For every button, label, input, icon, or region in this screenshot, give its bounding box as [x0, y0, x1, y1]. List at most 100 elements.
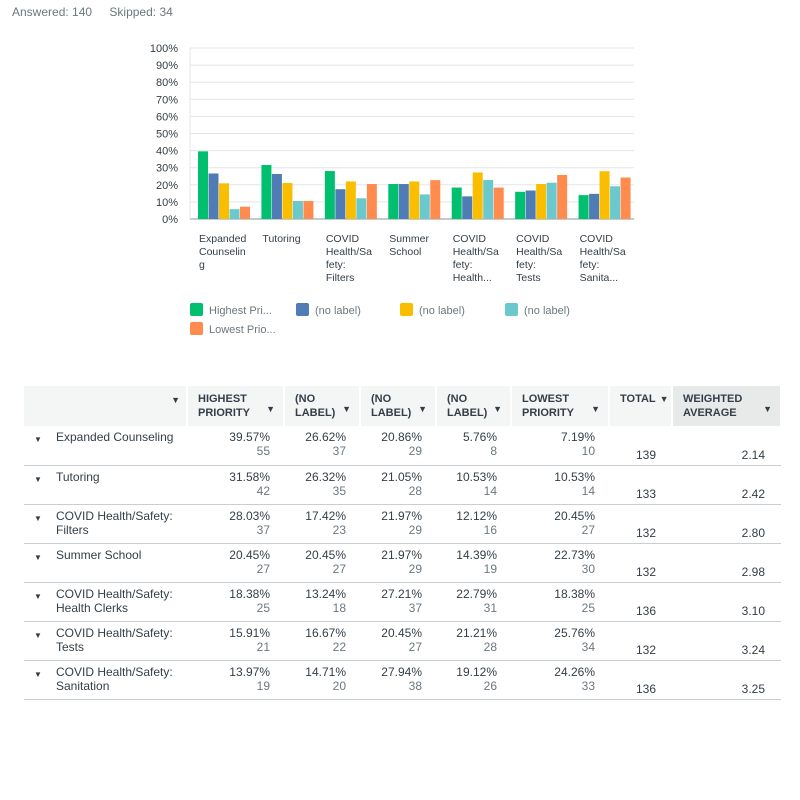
bar	[589, 193, 600, 219]
cell-count: 25	[256, 600, 270, 615]
bar	[419, 194, 430, 219]
cell-percent: 22.73%	[554, 547, 595, 562]
bar	[271, 173, 282, 219]
y-tick-label: 90%	[156, 60, 178, 72]
bar	[335, 189, 346, 219]
category-label: Health...	[453, 272, 492, 284]
column-header[interactable]: LOWEST PRIORITY ▼	[511, 386, 610, 426]
cell-count: 34	[581, 639, 595, 654]
bar	[610, 186, 621, 219]
bar	[472, 172, 483, 219]
legend-swatch	[400, 303, 413, 316]
bar	[398, 184, 409, 219]
legend-swatch	[296, 303, 309, 316]
column-header-text: TOTAL	[620, 393, 656, 405]
header-row-sort[interactable]: ▼	[24, 386, 188, 426]
row-label: ▼ COVID Health/Safety: Health Clerks	[24, 582, 187, 622]
cell-percent: 25.76%	[554, 625, 595, 640]
value-cell: 7.19% 10	[511, 426, 609, 466]
bar	[198, 151, 208, 219]
bar	[303, 200, 314, 219]
row-label-text: COVID Health/Safety: Sanitation	[34, 665, 179, 693]
cell-percent: 27.94%	[381, 664, 422, 679]
y-tick-label: 60%	[156, 111, 178, 123]
column-header-text: LOWEST	[522, 393, 570, 405]
weighted-average-cell: 3.24	[672, 621, 781, 661]
category-label: Health/Sa	[326, 246, 372, 258]
cell-count: 33	[581, 678, 595, 693]
value-cell: 20.45% 27	[284, 543, 360, 583]
bar	[599, 171, 610, 219]
row-caret-icon[interactable]: ▼	[34, 474, 42, 484]
cell-percent: 20.45%	[305, 547, 346, 562]
cell-count: 27	[256, 561, 270, 576]
value-cell: 28.03% 37	[187, 504, 284, 544]
category-label: g	[199, 259, 205, 271]
value-cell: 16.67% 22	[284, 621, 360, 661]
row-label-line: Sanitation	[56, 678, 110, 693]
cell-percent: 13.97%	[229, 664, 270, 679]
row-label: ▼ Expanded Counseling	[24, 426, 187, 466]
cell-count: 37	[332, 444, 346, 458]
bar	[620, 177, 631, 219]
legend-label: (no label)	[419, 305, 465, 317]
cell-count: 10	[581, 444, 595, 458]
cell-percent: 17.42%	[305, 508, 346, 523]
column-header[interactable]: WEIGHTED AVERAGE ▼	[672, 386, 782, 426]
value-cell: 13.24% 18	[284, 582, 360, 622]
value-cell: 12.12% 16	[436, 504, 511, 544]
cell-count: 18	[332, 600, 346, 615]
cell-percent: 20.45%	[229, 547, 270, 562]
column-header[interactable]: (NO LABEL) ▼	[284, 386, 361, 426]
y-tick-label: 20%	[156, 180, 178, 192]
bar	[462, 196, 473, 219]
cell-count: 27	[332, 561, 346, 576]
row-caret-icon[interactable]: ▼	[34, 435, 42, 444]
value-cell: 18.38% 25	[187, 582, 284, 622]
category-label: fety:	[516, 259, 536, 271]
row-label-line: Expanded Counseling	[56, 430, 174, 444]
row-label-line: Filters	[56, 522, 89, 537]
total-cell: 132	[609, 504, 672, 544]
cell-percent: 14.39%	[456, 547, 497, 562]
skipped-count: Skipped: 34	[109, 5, 173, 19]
row-label-line: COVID Health/Safety:	[56, 664, 173, 679]
row-caret-icon[interactable]: ▼	[34, 669, 42, 679]
row-label-line: Health Clerks	[56, 600, 129, 615]
value-cell: 26.32% 35	[284, 465, 360, 505]
column-header-text: (NO	[447, 393, 468, 405]
y-tick-label: 40%	[156, 146, 178, 158]
cell-count: 38	[408, 678, 422, 693]
total-cell: 132	[609, 621, 672, 661]
row-caret-icon[interactable]: ▼	[34, 630, 42, 640]
row-label-text: Summer School	[34, 548, 179, 562]
row-caret-icon[interactable]: ▼	[34, 552, 42, 562]
column-header[interactable]: (NO LABEL) ▼	[360, 386, 437, 426]
category-label: fety:	[580, 259, 600, 271]
column-header[interactable]: TOTAL ▼	[609, 386, 673, 426]
row-caret-icon[interactable]: ▼	[34, 591, 42, 601]
cell-percent: 13.24%	[305, 586, 346, 601]
category-label: fety:	[326, 259, 346, 271]
category-label: Expanded	[199, 233, 246, 245]
cell-percent: 21.97%	[381, 508, 422, 523]
cell-percent: 10.53%	[554, 469, 595, 484]
bar	[515, 191, 526, 219]
cell-count: 25	[581, 600, 595, 615]
table-row: ▼ COVID Health/Safety: Health Clerks 18.38%…	[24, 582, 781, 622]
weighted-average-cell: 2.42	[672, 465, 781, 505]
column-header[interactable]: (NO LABEL) ▼	[436, 386, 512, 426]
column-header[interactable]: HIGHEST PRIORITY ▼	[187, 386, 285, 426]
table-row: ▼ COVID Health/Safety: Tests 15.91% 21 16.67%…	[24, 621, 781, 661]
category-label: COVID	[453, 233, 487, 245]
sort-caret-icon: ▼	[493, 404, 502, 414]
category-label: Filters	[326, 272, 355, 284]
cell-count: 14	[581, 483, 595, 498]
weighted-average-cell: 2.98	[672, 543, 781, 583]
row-caret-icon[interactable]: ▼	[34, 513, 42, 523]
weighted-average-cell: 3.10	[672, 582, 781, 622]
results-table-wrap: ▼ HIGHEST PRIORITY ▼ (NO LABEL) ▼ (NO LABEL) ▼ (NO…	[24, 386, 782, 700]
sort-caret-icon: ▼	[591, 404, 600, 414]
weighted-average-cell: 2.80	[672, 504, 781, 544]
cell-count: 16	[483, 522, 497, 537]
